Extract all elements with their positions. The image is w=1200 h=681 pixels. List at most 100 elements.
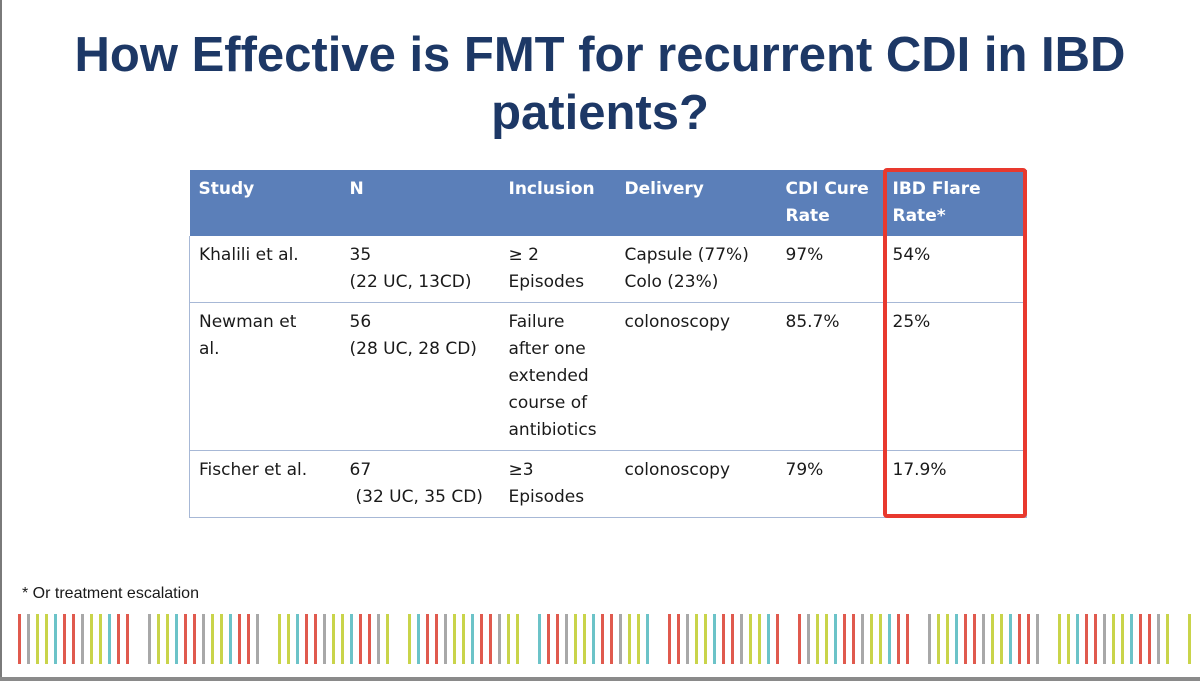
- decorative-stripe: [637, 614, 640, 664]
- decorative-stripe: [350, 614, 353, 664]
- decorative-stripe: [928, 614, 931, 664]
- decorative-stripe: [408, 614, 411, 664]
- decorative-stripe: [547, 614, 550, 664]
- cell-n: 56 (28 UC, 28 CD): [340, 302, 500, 451]
- decorative-stripe: [99, 614, 102, 664]
- decorative-stripe: [175, 614, 178, 664]
- decorative-stripe: [646, 614, 649, 664]
- decorative-stripe: [117, 614, 120, 664]
- decorative-stripe: [749, 614, 752, 664]
- table-header-row: Study N Inclusion Delivery CDI Cure Rate…: [189, 170, 1027, 236]
- decorative-stripe: [556, 614, 559, 664]
- inclusion-line: Episodes: [508, 272, 585, 292]
- decorative-stripe: [955, 614, 958, 664]
- decorative-stripe: [668, 614, 671, 664]
- decorative-stripe: [601, 614, 604, 664]
- n-breakdown: (28 UC, 28 CD): [349, 339, 477, 359]
- decorative-stripe: [897, 614, 900, 664]
- cell-ibd-flare-rate: 54%: [883, 236, 1027, 303]
- decorative-stripe: [1188, 614, 1191, 664]
- decorative-stripe: [843, 614, 846, 664]
- study-table: Study N Inclusion Delivery CDI Cure Rate…: [189, 170, 1027, 518]
- decorative-stripe: [937, 614, 940, 664]
- decorative-stripe: [27, 614, 30, 664]
- decorative-stripe: [238, 614, 241, 664]
- delivery-line: Capsule (77%): [624, 245, 749, 265]
- decorative-stripe: [184, 614, 187, 664]
- cell-n: 35 (22 UC, 13CD): [340, 236, 500, 303]
- cell-study: Newman et al.: [189, 302, 341, 451]
- decorative-stripe: [108, 614, 111, 664]
- decorative-stripe: [704, 614, 707, 664]
- decorative-stripe: [296, 614, 299, 664]
- decorative-stripe: [677, 614, 680, 664]
- decorative-stripe: [1000, 614, 1003, 664]
- decorative-stripe-band: [18, 614, 1191, 664]
- decorative-stripe: [18, 614, 21, 664]
- decorative-stripe: [1018, 614, 1021, 664]
- decorative-stripe: [157, 614, 160, 664]
- decorative-stripe: [767, 614, 770, 664]
- decorative-stripe: [202, 614, 205, 664]
- decorative-stripe: [946, 614, 949, 664]
- decorative-stripe: [305, 614, 308, 664]
- cell-delivery: colonoscopy: [615, 450, 777, 518]
- inclusion-line: after one: [508, 339, 586, 359]
- decorative-stripe: [211, 614, 214, 664]
- cell-cdi-cure-rate: 79%: [776, 450, 884, 518]
- decorative-stripe: [825, 614, 828, 664]
- decorative-stripe: [583, 614, 586, 664]
- decorative-stripe: [81, 614, 84, 664]
- decorative-stripe: [332, 614, 335, 664]
- decorative-stripe: [229, 614, 232, 664]
- decorative-stripe: [722, 614, 725, 664]
- delivery-line: colonoscopy: [624, 312, 731, 332]
- decorative-stripe: [870, 614, 873, 664]
- cell-cdi-cure-rate: 85.7%: [776, 302, 884, 451]
- cell-ibd-flare-rate: 17.9%: [883, 450, 1027, 518]
- decorative-stripe: [834, 614, 837, 664]
- decorative-stripe: [247, 614, 250, 664]
- decorative-stripe: [816, 614, 819, 664]
- delivery-line: colonoscopy: [624, 460, 731, 480]
- decorative-stripe: [565, 614, 568, 664]
- inclusion-line: Episodes: [508, 487, 585, 507]
- study-name-line: Newman et: [199, 312, 297, 332]
- decorative-stripe: [592, 614, 595, 664]
- decorative-stripe: [574, 614, 577, 664]
- slide-bottom-border: [0, 677, 1200, 681]
- decorative-stripe: [453, 614, 456, 664]
- decorative-stripe: [359, 614, 362, 664]
- decorative-stripe: [498, 614, 501, 664]
- study-name-line: Khalili et al.: [199, 245, 299, 265]
- decorative-stripe: [90, 614, 93, 664]
- inclusion-line: Failure: [508, 312, 565, 332]
- decorative-stripe: [1157, 614, 1160, 664]
- decorative-stripe: [148, 614, 151, 664]
- cell-inclusion: ≥ 2 Episodes: [499, 236, 616, 303]
- decorative-stripe: [368, 614, 371, 664]
- footnote: * Or treatment escalation: [22, 585, 199, 602]
- header-cdi-cure-rate: CDI Cure Rate: [776, 170, 884, 236]
- delivery-line: Colo (23%): [624, 272, 719, 292]
- decorative-stripe: [314, 614, 317, 664]
- decorative-stripe: [377, 614, 380, 664]
- decorative-stripe: [426, 614, 429, 664]
- decorative-stripe: [982, 614, 985, 664]
- table-row: Khalili et al. 35 (22 UC, 13CD) ≥ 2 Epis…: [189, 236, 1027, 303]
- decorative-stripe: [991, 614, 994, 664]
- n-count: 56: [349, 312, 372, 332]
- decorative-stripe: [480, 614, 483, 664]
- n-count: 35: [349, 245, 372, 265]
- decorative-stripe: [220, 614, 223, 664]
- decorative-stripe: [1067, 614, 1070, 664]
- decorative-stripe: [1027, 614, 1030, 664]
- decorative-stripe: [1130, 614, 1133, 664]
- inclusion-line: ≥3: [508, 460, 534, 480]
- decorative-stripe: [323, 614, 326, 664]
- header-inclusion: Inclusion: [499, 170, 616, 236]
- cell-delivery: colonoscopy: [615, 302, 777, 451]
- decorative-stripe: [538, 614, 541, 664]
- decorative-stripe: [1148, 614, 1151, 664]
- decorative-stripe: [695, 614, 698, 664]
